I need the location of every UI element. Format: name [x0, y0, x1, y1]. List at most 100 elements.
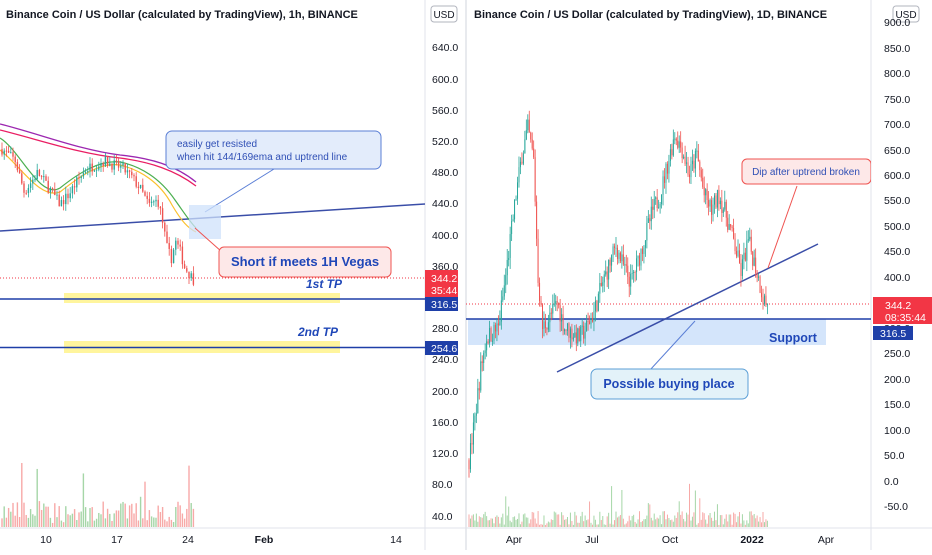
left-y-tick-label: 440.0: [432, 198, 458, 210]
volume-bar: [23, 502, 25, 527]
candle-body: [572, 337, 574, 340]
volume-bar: [689, 483, 690, 527]
candle-body: [67, 193, 69, 199]
volume-bar: [540, 524, 542, 527]
volume-bar: [43, 503, 45, 527]
candle-body: [690, 164, 692, 178]
volume-bar: [170, 519, 173, 527]
volume-bar: [618, 516, 620, 527]
volume-bar: [709, 512, 711, 527]
candle-body: [38, 169, 41, 176]
candle-body: [486, 341, 488, 351]
volume-bar: [146, 520, 148, 527]
candle-body: [571, 328, 573, 340]
candle-body: [580, 326, 582, 342]
candle-body: [680, 141, 682, 148]
candle-body: [153, 201, 155, 203]
note-buy[interactable]: Possible buying place: [590, 368, 749, 400]
candle-body: [115, 160, 118, 162]
left-y-tick-label: 80.0: [432, 479, 453, 491]
left-chart: Binance Coin / US Dollar (calculated by …: [0, 5, 458, 546]
candle-body: [190, 273, 192, 279]
volume-bar: [646, 515, 648, 527]
candle-body: [761, 292, 763, 298]
candle-body: [596, 300, 598, 312]
volume-bar: [500, 517, 502, 527]
candle-body: [594, 300, 596, 312]
volume-bar: [144, 481, 146, 527]
volume-bar: [487, 520, 489, 527]
volume-bar: [584, 515, 586, 527]
volume-bar: [722, 524, 724, 527]
tp1-highlight: [64, 293, 340, 303]
left-y-tick-label: 560.0: [432, 105, 458, 117]
candle-body: [131, 171, 133, 176]
volume-bar: [89, 508, 91, 527]
volume-bar: [644, 519, 646, 527]
candle-body: [652, 206, 654, 210]
volume-bar: [186, 508, 188, 527]
volume-bar: [763, 522, 765, 527]
left-y-tick-label: 640.0: [432, 42, 458, 54]
volume-bar: [32, 514, 34, 527]
candle-body: [643, 247, 645, 254]
candle-body: [521, 161, 523, 164]
volume-bar: [552, 519, 554, 527]
volume-bar: [652, 520, 654, 527]
note-dip[interactable]: Dip after uptrend broken: [741, 158, 871, 185]
candle-body: [664, 176, 666, 183]
volume-bar: [546, 523, 548, 527]
tp2-label: 2nd TP: [297, 325, 339, 339]
candle-body: [759, 276, 761, 293]
volume-bar: [686, 512, 688, 527]
candle-body: [14, 156, 16, 163]
volume-bar: [499, 523, 501, 527]
volume-bar: [78, 512, 80, 527]
candle-body: [763, 295, 765, 304]
volume-bar: [603, 524, 605, 527]
right-time-axis[interactable]: Apr Jul Oct 2022 Apr: [506, 534, 835, 546]
volume-bar: [527, 517, 529, 527]
volume-bar: [752, 515, 754, 527]
candle-body: [569, 328, 571, 338]
volume-bar: [555, 512, 557, 527]
candle-body: [537, 238, 539, 283]
volume-bar: [494, 516, 496, 527]
volume-bar: [172, 522, 175, 527]
svg-text:35:44: 35:44: [431, 285, 457, 297]
volume-bar: [643, 519, 645, 527]
candle-body: [531, 139, 533, 149]
volume-bar: [602, 516, 604, 527]
volume-bar: [728, 514, 730, 527]
candle-body: [124, 163, 126, 173]
candle-body: [547, 322, 549, 330]
left-level-1-tag: 316.5: [425, 297, 458, 311]
candle-body: [40, 175, 43, 177]
left-time-axis[interactable]: 10 17 24 Feb 14: [40, 534, 402, 546]
left-y-tick-label: 200.0: [432, 386, 458, 398]
candle-body: [649, 218, 651, 222]
candle-body: [113, 160, 115, 170]
volume-bar: [161, 507, 164, 527]
volume-bar: [168, 516, 170, 527]
left-level-2-tag: 254.6: [425, 341, 458, 355]
volume-bar: [553, 511, 555, 527]
candle-body: [552, 304, 554, 314]
volume-bar: [766, 520, 768, 527]
left-price-axis[interactable]: 640.0600.0560.0520.0480.0440.0400.0360.0…: [432, 42, 458, 523]
candle-body: [508, 257, 510, 261]
right-currency-badge[interactable]: USD: [892, 5, 920, 23]
candle-body: [58, 194, 60, 207]
volume-bar: [539, 524, 541, 527]
note-short[interactable]: Short if meets 1H Vegas: [218, 246, 392, 278]
candle-body: [622, 254, 624, 265]
note-resisted[interactable]: easily get resisted when hit 144/169ema …: [165, 130, 382, 170]
candle-body: [471, 443, 473, 445]
left-currency-badge[interactable]: USD: [430, 5, 458, 23]
candle-body: [104, 156, 107, 167]
volume-bar: [622, 518, 624, 527]
volume-bar: [122, 501, 124, 527]
volume-bar: [126, 518, 129, 527]
left-y-tick-label: 240.0: [432, 354, 458, 366]
